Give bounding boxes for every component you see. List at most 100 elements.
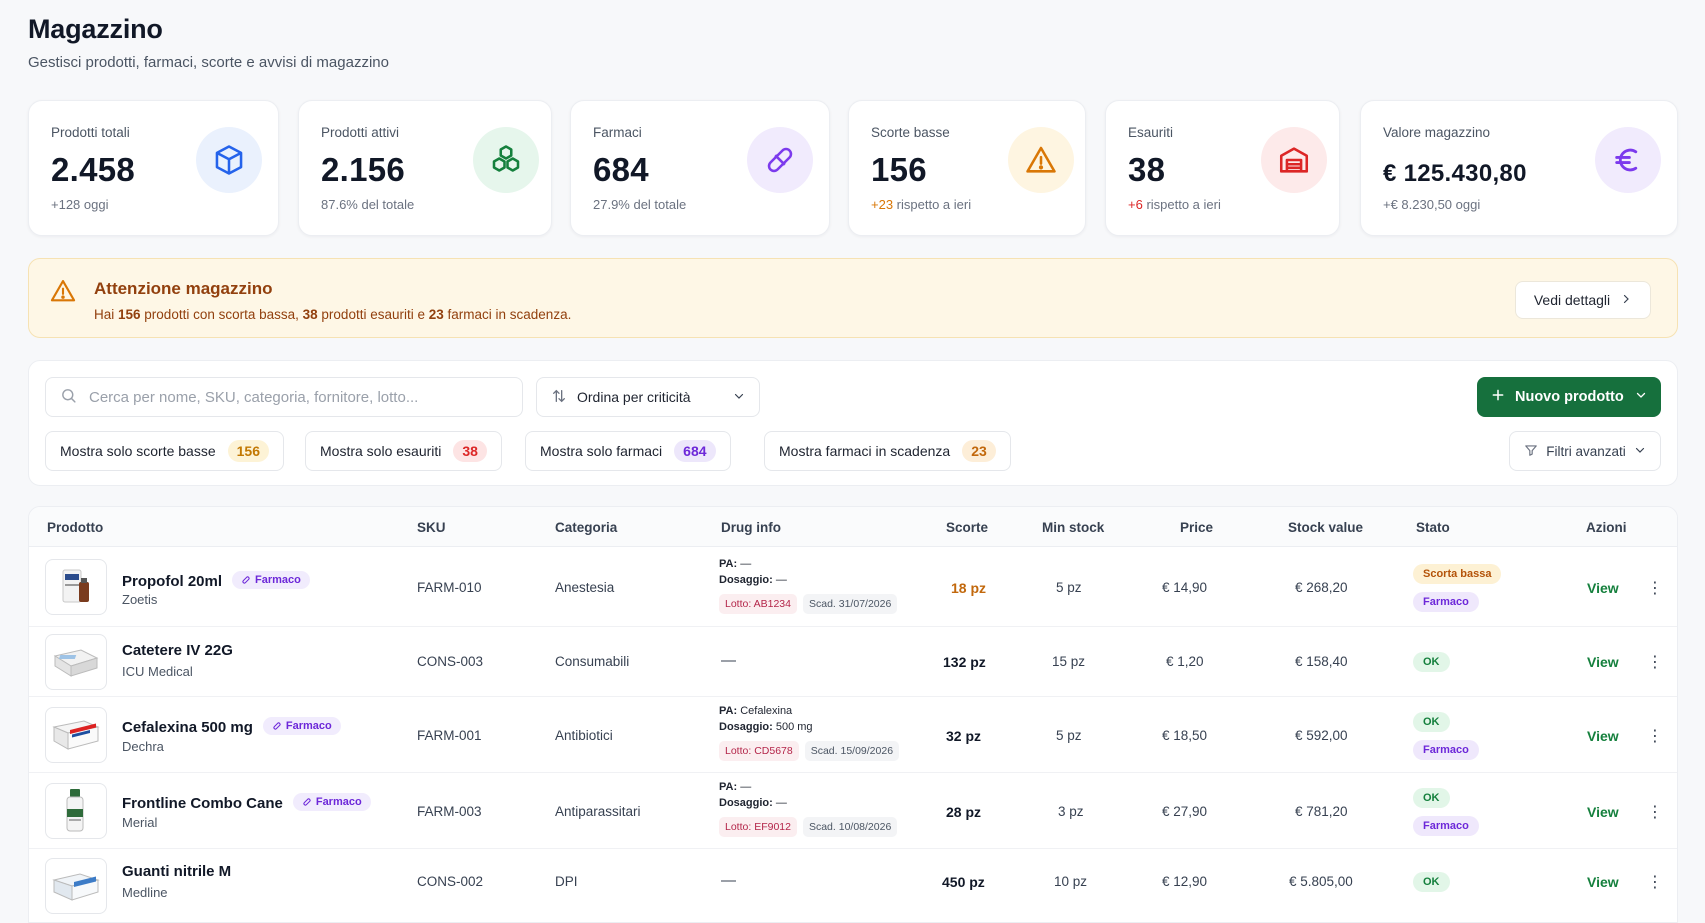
warning-icon	[1008, 127, 1074, 193]
product-name-text: Propofol 20ml	[122, 573, 223, 590]
plus-icon	[1491, 388, 1505, 406]
search-input[interactable]: Cerca per nome, SKU, categoria, fornitor…	[45, 377, 523, 417]
col-product[interactable]: Prodotto	[47, 520, 104, 535]
filter-chip-drugs[interactable]: Mostra solo farmaci 684	[525, 431, 731, 471]
farmaco-badge: Farmaco	[1413, 592, 1479, 612]
table-row[interactable]: Frontline Combo Cane Farmaco Merial FARM-…	[29, 773, 1677, 849]
view-link[interactable]: View	[1587, 580, 1619, 596]
dosage-value: 500 mg	[775, 721, 813, 733]
col-actions: Azioni	[1586, 520, 1627, 535]
more-vertical-icon[interactable]: ⋮	[1647, 580, 1663, 597]
view-details-label: Vedi dettagli	[1533, 292, 1611, 308]
stock-value: € 592,00	[1295, 728, 1348, 743]
kpi-value: 2.156	[321, 151, 406, 188]
table-row[interactable]: Catetere IV 22G ICU Medical CONS-003 Con…	[29, 627, 1677, 697]
filter-chip-expiring[interactable]: Mostra farmaci in scadenza 23	[764, 431, 1011, 471]
kpi-sub-text: rispetto a ieri	[1142, 197, 1221, 212]
more-vertical-icon[interactable]: ⋮	[1647, 728, 1663, 745]
price: € 12,90	[1162, 874, 1208, 889]
drug-info: PA: — Dosaggio: — Lotto: EF9012 Scad. 10/…	[719, 779, 898, 837]
table-row[interactable]: Propofol 20ml Farmaco Zoetis FARM-010 Ane…	[29, 547, 1677, 627]
table-header: Prodotto SKU Categoria Drug info Scorte …	[29, 507, 1677, 547]
stock-value: € 781,20	[1295, 804, 1348, 819]
product-image	[45, 707, 107, 763]
sku: FARM-010	[417, 580, 482, 595]
sort-select[interactable]: Ordina per criticità	[536, 377, 760, 417]
alert-message: Hai 156 prodotti con scorta bassa, 38 pr…	[94, 307, 571, 322]
view-link[interactable]: View	[1587, 874, 1619, 890]
col-drug-info[interactable]: Drug info	[721, 520, 781, 535]
more-vertical-icon[interactable]: ⋮	[1647, 874, 1663, 891]
col-status[interactable]: Stato	[1416, 520, 1450, 535]
view-link[interactable]: View	[1587, 728, 1619, 744]
price: € 27,90	[1162, 804, 1208, 819]
stock-value: € 268,20	[1295, 580, 1348, 595]
col-stock[interactable]: Scorte	[946, 520, 989, 535]
min-stock: 3 pz	[1058, 804, 1084, 819]
col-min-stock[interactable]: Min stock	[1042, 520, 1105, 535]
stock-qty: 18 pz	[951, 580, 987, 596]
filter-chip-out-of-stock[interactable]: Mostra solo esauriti 38	[305, 431, 502, 471]
farmaco-tag-label: Farmaco	[285, 720, 332, 732]
chip-label: Mostra solo scorte basse	[60, 443, 216, 459]
kpi-drugs: Farmaci 684 27.9% del totale	[570, 100, 830, 236]
sort-label: Ordina per criticità	[577, 389, 691, 405]
lot-badge: Lotto: CD5678	[719, 741, 799, 761]
min-stock: 5 pz	[1056, 728, 1082, 743]
product-name: Catetere IV 22G	[122, 642, 233, 659]
product-brand: Medline	[122, 885, 168, 900]
alert-count: 23	[428, 307, 444, 322]
table-row[interactable]: Guanti nitrile M Medline CONS-002 DPI — …	[29, 849, 1677, 922]
kpi-label: Prodotti attivi	[321, 125, 400, 140]
kpi-sub-delta: +6	[1128, 197, 1143, 212]
kpi-sub: +6 rispetto a ieri	[1128, 197, 1221, 212]
col-stock-value[interactable]: Stock value	[1288, 520, 1364, 535]
euro-icon	[1595, 127, 1661, 193]
view-details-button[interactable]: Vedi dettagli	[1515, 281, 1651, 319]
stock-value: € 5.805,00	[1289, 874, 1353, 889]
view-link[interactable]: View	[1587, 654, 1619, 670]
kpi-stock-value: Valore magazzino € 125.430,80 +€ 8.230,5…	[1360, 100, 1678, 236]
more-vertical-icon[interactable]: ⋮	[1647, 804, 1663, 821]
chevron-down-icon[interactable]	[1635, 389, 1647, 405]
alert-text: Hai	[94, 307, 119, 322]
farmaco-badge: Farmaco	[1413, 740, 1479, 760]
stock-qty: 28 pz	[946, 804, 982, 820]
kpi-total-products: Prodotti totali 2.458 +128 oggi	[28, 100, 279, 236]
sort-icon	[551, 388, 567, 407]
col-category[interactable]: Categoria	[555, 520, 618, 535]
alert-title: Attenzione magazzino	[94, 279, 273, 298]
lot-badge: Lotto: AB1234	[719, 594, 797, 614]
sku: FARM-003	[417, 804, 482, 819]
chevron-down-icon	[733, 389, 745, 405]
more-vertical-icon[interactable]: ⋮	[1647, 654, 1663, 671]
kpi-sub-delta: +23	[871, 197, 894, 212]
min-stock: 10 pz	[1054, 874, 1088, 889]
table-row[interactable]: Cefalexina 500 mg Farmaco Dechra FARM-001…	[29, 697, 1677, 773]
drug-info: PA: Cefalexina Dosaggio: 500 mg Lotto: C…	[719, 703, 900, 761]
product-brand: Zoetis	[122, 592, 158, 607]
view-link[interactable]: View	[1587, 804, 1619, 820]
price: € 1,20	[1166, 654, 1204, 669]
product-image	[45, 559, 107, 615]
chip-label: Mostra solo farmaci	[540, 443, 663, 459]
stock-qty: 32 pz	[946, 728, 982, 744]
stock-qty: 132 pz	[943, 654, 986, 670]
advanced-filters-button[interactable]: Filtri avanzati	[1509, 431, 1661, 471]
new-product-button[interactable]: Nuovo prodotto	[1477, 377, 1661, 417]
alert-text: prodotti esauriti e	[317, 307, 429, 322]
drug-info-empty: —	[721, 652, 736, 669]
col-price[interactable]: Price	[1180, 520, 1214, 535]
sku: CONS-003	[417, 654, 484, 669]
sku: CONS-002	[417, 874, 484, 889]
kpi-value: 2.458	[51, 151, 136, 188]
category: Antiparassitari	[555, 804, 641, 819]
col-sku[interactable]: SKU	[417, 520, 446, 535]
pill-icon	[747, 127, 813, 193]
filter-chip-low-stock[interactable]: Mostra solo scorte basse 156	[45, 431, 284, 471]
kpi-low-stock: Scorte basse 156 +23 rispetto a ieri	[848, 100, 1086, 236]
category: Consumabili	[555, 654, 630, 669]
pa-label: PA:	[719, 781, 738, 793]
kpi-label: Prodotti totali	[51, 125, 130, 140]
chevron-down-icon	[1634, 444, 1646, 459]
